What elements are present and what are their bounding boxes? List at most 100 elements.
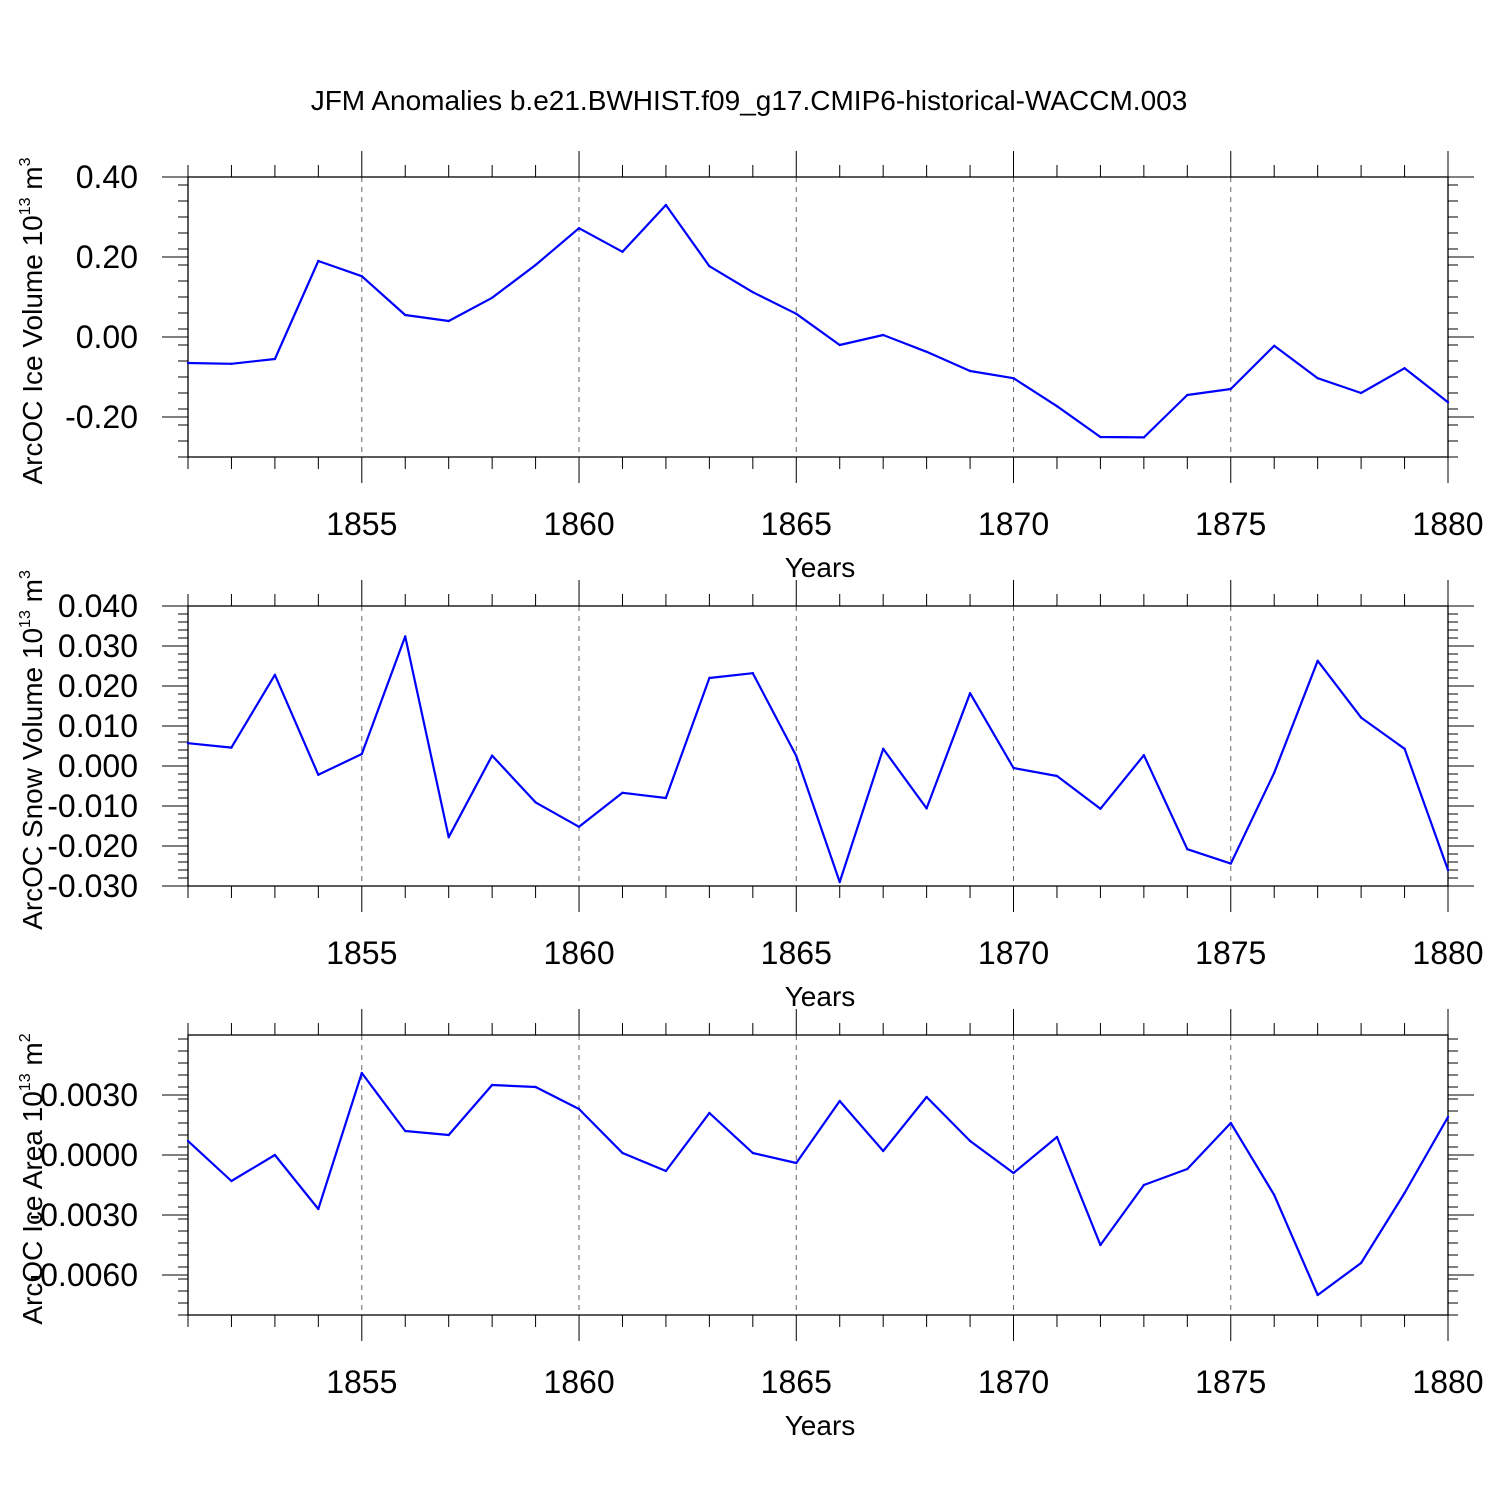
- y-tick-label: 0.00: [76, 319, 138, 355]
- data-point: [404, 313, 407, 317]
- data-point: [1229, 1121, 1232, 1125]
- x-axis-label: Years: [785, 981, 856, 1012]
- x-tick-label: 1875: [1195, 506, 1266, 542]
- data-point: [1055, 405, 1059, 408]
- data-point: [1316, 1293, 1319, 1297]
- y-tick-label: 0.20: [76, 239, 138, 275]
- y-axis-label-part: ArcOC Ice Volume 10: [17, 215, 48, 484]
- data-point: [577, 227, 581, 230]
- data-point: [1359, 716, 1363, 719]
- data-point: [1186, 393, 1189, 397]
- data-point: [1229, 387, 1232, 391]
- data-point: [664, 203, 668, 207]
- x-tick-label: 1865: [761, 1364, 832, 1400]
- data-point: [1142, 754, 1146, 757]
- x-tick-label: 1865: [761, 506, 832, 542]
- x-tick-label: 1875: [1195, 935, 1266, 971]
- data-point: [490, 1083, 494, 1087]
- series-line: [187, 635, 1450, 884]
- x-tick-label: 1870: [978, 506, 1049, 542]
- plot-frame: [187, 176, 1449, 458]
- data-point: [1359, 1261, 1363, 1265]
- y-axis-label-part: 13: [17, 1073, 34, 1091]
- data-point: [1012, 1171, 1015, 1175]
- panels: -0.20 0.00 0.20 0.40 1855 1860 1865 1870 1875 188…: [17, 151, 1484, 1441]
- data-point: [1359, 391, 1363, 395]
- y-axis-label-part: ArcOC Snow Volume 10: [17, 628, 48, 930]
- y-tick-label: 0.0030: [40, 1077, 138, 1113]
- data-point: [1012, 766, 1015, 770]
- y-tick-label: 0.020: [58, 668, 138, 704]
- data-point: [1142, 436, 1146, 439]
- data-point: [664, 796, 668, 800]
- x-tick-label: 1860: [543, 935, 614, 971]
- data-point: [273, 1153, 277, 1157]
- y-axis-label-part: 13: [17, 197, 34, 215]
- y-tick-label: -0.0060: [29, 1257, 138, 1293]
- data-point: [1403, 1191, 1406, 1195]
- y-axis-label: ArcOC Snow Volume 1013 m3: [17, 570, 48, 930]
- y-axis-label-part: 13: [17, 610, 34, 628]
- data-point: [881, 747, 885, 750]
- x-tick-label: 1875: [1195, 1364, 1266, 1400]
- data-point: [838, 343, 841, 347]
- data-point: [925, 807, 928, 810]
- data-point: [534, 1085, 537, 1089]
- data-point: [838, 1099, 841, 1103]
- data-point: [1446, 1115, 1450, 1119]
- y-tick-label: -0.030: [47, 868, 138, 904]
- y-axis-label: ArcOC Ice Volume 1013 m3: [17, 157, 48, 484]
- data-point: [621, 1151, 624, 1155]
- data-point: [795, 754, 798, 758]
- x-tick-label: 1880: [1412, 506, 1483, 542]
- y-axis-label-part: m: [17, 579, 48, 610]
- y-tick-label: -0.020: [47, 828, 138, 864]
- series-line: [187, 203, 1449, 439]
- data-point: [795, 1161, 798, 1165]
- data-point: [1055, 774, 1059, 778]
- data-point: [317, 1207, 320, 1211]
- data-point: [925, 350, 928, 353]
- y-axis-label-part: 2: [17, 1033, 34, 1042]
- data-point: [1186, 848, 1189, 851]
- data-point: [838, 880, 841, 884]
- data-point: [534, 263, 537, 267]
- data-point: [186, 1139, 190, 1143]
- plot-frame: [187, 1034, 1449, 1316]
- x-tick-label: 1870: [978, 935, 1049, 971]
- panel-3: -0.0060 -0.0030 0.0000 0.0030 1855 1860 1865 18…: [17, 1009, 1484, 1441]
- data-point: [751, 1151, 755, 1155]
- data-point: [968, 369, 972, 373]
- y-axis-label-part: m: [17, 1042, 48, 1073]
- data-point: [1273, 344, 1276, 347]
- data-point: [317, 259, 320, 263]
- data-point: [795, 312, 798, 315]
- data-point: [186, 361, 190, 365]
- y-tick-label: 0.40: [76, 159, 138, 195]
- data-point: [664, 1169, 668, 1173]
- data-point: [534, 801, 537, 804]
- x-axis-label: Years: [785, 1410, 856, 1441]
- data-point: [230, 1179, 233, 1183]
- data-point: [751, 291, 755, 294]
- x-axis-label: Years: [785, 552, 856, 583]
- data-point: [1055, 1135, 1059, 1139]
- panel-2: -0.030 -0.020 -0.010 0.000 0.010 0.020 0.030 0.…: [17, 570, 1484, 1012]
- data-point: [881, 1149, 885, 1153]
- data-point: [273, 357, 277, 361]
- data-point: [230, 362, 233, 365]
- data-point: [1229, 862, 1232, 865]
- x-tick-label: 1880: [1412, 1364, 1483, 1400]
- data-point: [230, 746, 233, 749]
- data-point: [968, 692, 972, 695]
- data-point: [1403, 747, 1406, 750]
- x-tick-label: 1855: [326, 506, 397, 542]
- data-point: [708, 265, 711, 268]
- y-axis-label-part: ArcOC Ice Area 10: [17, 1091, 48, 1324]
- data-point: [1273, 1193, 1276, 1197]
- x-tick-label: 1860: [543, 1364, 614, 1400]
- x-tick-label: 1880: [1412, 935, 1483, 971]
- data-point: [1446, 401, 1450, 404]
- x-tick-label: 1870: [978, 1364, 1049, 1400]
